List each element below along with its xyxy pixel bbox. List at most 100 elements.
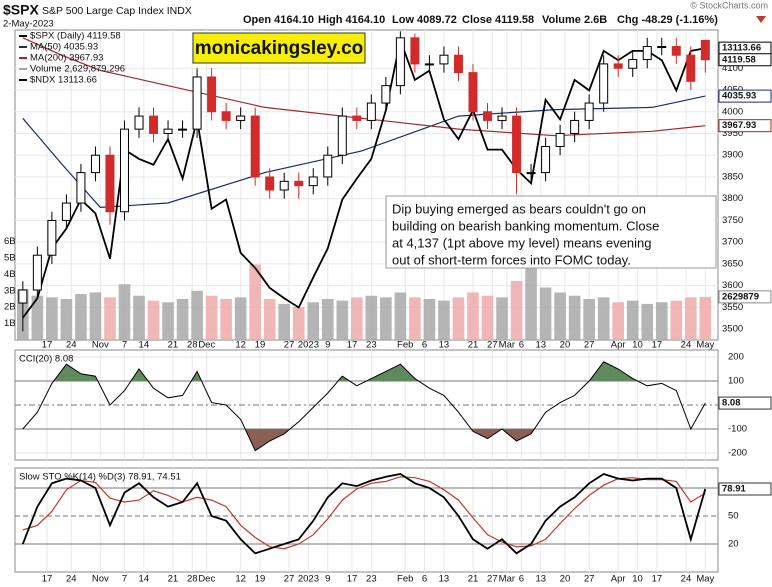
candle-body <box>453 54 463 74</box>
volume-bar <box>365 295 378 340</box>
volume-bar <box>641 303 654 340</box>
x-tick-label: 17 <box>42 574 53 585</box>
volume-bar <box>162 302 174 340</box>
cci-tick-label: -100 <box>728 424 747 435</box>
x-tick-label: 7 <box>122 574 127 585</box>
candle-body <box>279 180 289 191</box>
x-tick-label: 9 <box>325 574 330 585</box>
x-tick-label: 20 <box>560 340 571 351</box>
volume-bar <box>626 300 639 340</box>
x-tick-label: 12 <box>235 574 246 585</box>
volume-tick-label: 4B <box>4 269 16 280</box>
x-tick-label: 24 <box>681 340 692 351</box>
volume-bar <box>60 298 73 340</box>
volume-bar <box>292 307 305 340</box>
volume-bar <box>191 290 203 340</box>
annotation-line: building on bearish banking momentum. Cl… <box>392 218 659 233</box>
y-tick-label: 4100 <box>722 63 743 74</box>
x-tick-label: 14 <box>139 340 150 351</box>
volume-bar <box>699 296 712 340</box>
x-tick-label: 21 <box>468 340 479 351</box>
volume-bar <box>220 298 232 340</box>
value-callout-box <box>718 89 772 103</box>
ticker: $SPX <box>3 2 39 18</box>
volume-bar <box>46 297 58 340</box>
volume-bar <box>89 292 102 340</box>
x-tick-label: 2023 <box>298 574 319 585</box>
volume-bar <box>670 300 683 340</box>
candle-body <box>381 85 391 104</box>
candle-body <box>192 76 202 130</box>
x-tick-label: 12 <box>235 340 246 351</box>
volume-bar <box>510 280 523 340</box>
candle-body <box>90 154 100 174</box>
volume-bar <box>684 297 697 340</box>
volume-bar <box>481 295 494 340</box>
candle-body <box>671 46 681 56</box>
sto-tick-label: 50 <box>728 511 739 522</box>
candle-body <box>105 154 115 213</box>
x-tick-label: 7 <box>122 340 127 351</box>
candle-body <box>47 219 57 256</box>
volume-tick-label: 6B <box>4 236 16 247</box>
x-tick-label: 23 <box>366 340 377 351</box>
x-tick-label: 13 <box>535 340 546 351</box>
x-tick-label: 6 <box>422 574 427 585</box>
candle-body <box>134 115 144 130</box>
x-tick-label: Nov <box>92 340 109 351</box>
volume-bar <box>321 298 334 340</box>
date: 2-May-2023 <box>3 19 54 30</box>
candle-body <box>424 63 434 66</box>
candle-body <box>323 154 333 178</box>
x-tick-label: Mar <box>499 574 515 585</box>
y-tick-label: 3700 <box>722 237 743 248</box>
cci-tick-label: 200 <box>728 351 744 362</box>
x-tick-label: 17 <box>652 574 663 585</box>
y-tick-label: 3900 <box>722 150 743 161</box>
y-tick-label: 3550 <box>722 302 743 313</box>
x-tick-label: May <box>696 340 714 351</box>
x-tick-label: 27 <box>584 574 595 585</box>
candle-body <box>366 102 376 121</box>
candle-body <box>250 115 260 178</box>
x-tick-label: Dec <box>198 574 215 585</box>
x-tick-label: 21 <box>168 574 179 585</box>
cci-tick-label: -200 <box>728 448 747 459</box>
x-tick-label: 13 <box>439 340 450 351</box>
candle-body <box>236 115 246 121</box>
x-tick-label: Apr <box>611 340 626 351</box>
y-tick-label: 3650 <box>722 258 743 269</box>
x-tick-label: 17 <box>652 340 663 351</box>
x-tick-label: 6 <box>519 340 524 351</box>
x-tick-label: Feb <box>397 574 413 585</box>
annotation-box <box>385 195 717 269</box>
volume-tick-label: 2B <box>4 302 16 313</box>
subtitle: S&P 500 Large Cap Index INDX <box>42 5 192 17</box>
cci-title: CCI(20) 8.08 <box>19 354 73 365</box>
x-tick-label: 27 <box>584 340 595 351</box>
volume-bar <box>583 298 595 340</box>
candle-body <box>700 39 710 61</box>
volume-bar <box>452 297 465 340</box>
x-tick-label: 17 <box>42 340 53 351</box>
legend-label: Volume 2,629,879,296 <box>30 64 125 75</box>
volume-bar <box>496 297 508 340</box>
candle-body <box>178 128 188 131</box>
x-tick-label: 21 <box>468 574 479 585</box>
watermark-box <box>192 32 366 64</box>
volume-bar <box>394 292 407 340</box>
candle-body <box>439 54 449 65</box>
ndx-line <box>22 37 706 319</box>
candle-body <box>628 59 638 69</box>
volume-tick-label: 3B <box>4 285 16 296</box>
volume-bar <box>307 302 320 340</box>
volume-bar <box>278 303 291 340</box>
candle-body <box>76 172 86 204</box>
x-tick-label: 6 <box>422 340 427 351</box>
volume-bar <box>336 300 349 340</box>
volume-bar <box>176 298 189 340</box>
candle-body <box>352 115 362 121</box>
volume-bar <box>467 292 479 340</box>
candle-body <box>657 46 667 49</box>
x-tick-label: 27 <box>284 574 295 585</box>
